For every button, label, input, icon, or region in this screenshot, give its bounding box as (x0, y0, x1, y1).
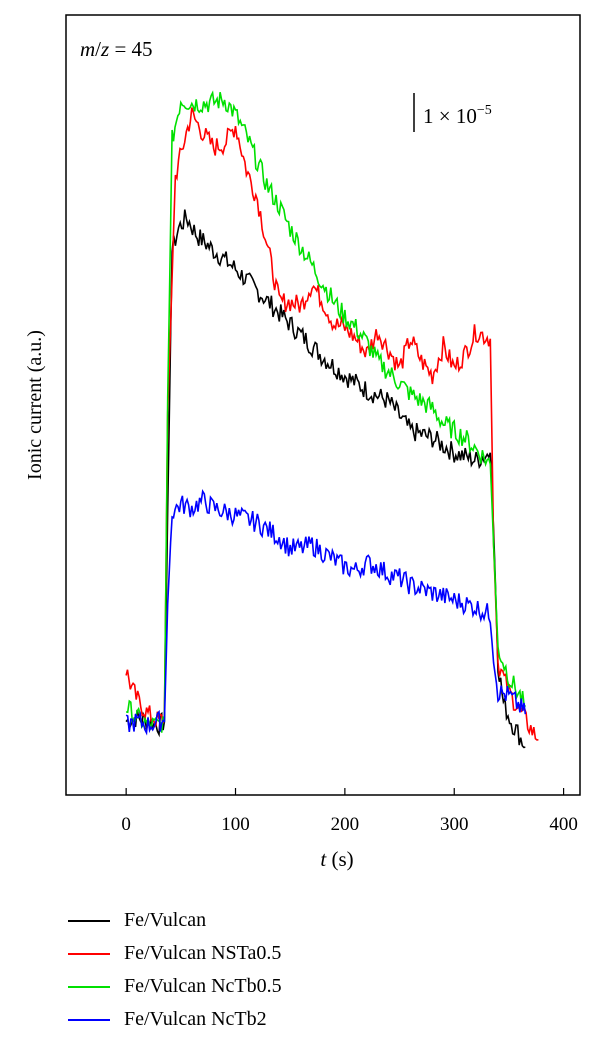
legend-swatch-green (68, 985, 110, 988)
x-tick-label: 100 (221, 814, 250, 835)
series-line-1 (125, 209, 526, 749)
chart: 0 100 200 300 400 m/z = 45 1 × 10−5 t (s) Io… (24, 14, 581, 871)
legend-swatch-black (68, 919, 110, 922)
annotation-mz: m/z = 45 (80, 37, 153, 61)
legend: Fe/Vulcan Fe/Vulcan NSTa0.5 Fe/Vulcan Nc… (68, 904, 282, 1036)
legend-label: Fe/Vulcan (124, 909, 207, 931)
plot-frame (65, 14, 581, 796)
legend-item: Fe/Vulcan NSTa0.5 (68, 937, 282, 970)
legend-label: Fe/Vulcan NcTb2 (124, 1008, 267, 1030)
legend-item: Fe/Vulcan NcTb2 (68, 1003, 282, 1036)
legend-swatch-red (68, 952, 110, 955)
series-line-2 (125, 107, 539, 741)
x-tick-label: 400 (549, 814, 578, 835)
legend-swatch-blue (68, 1018, 110, 1021)
x-tick-label: 200 (331, 814, 360, 835)
x-tick-label: 300 (440, 814, 469, 835)
x-axis-label: t (s) (320, 847, 353, 871)
scale-bar-label: 1 × 10−5 (423, 103, 492, 128)
x-tick-label: 0 (121, 814, 131, 835)
series-line-4 (125, 489, 527, 736)
series-line-3 (125, 90, 526, 733)
legend-label: Fe/Vulcan NSTa0.5 (124, 942, 282, 964)
legend-item: Fe/Vulcan (68, 904, 282, 937)
series-layer (125, 90, 539, 749)
legend-label: Fe/Vulcan NcTb0.5 (124, 975, 282, 997)
legend-item: Fe/Vulcan NcTb0.5 (68, 970, 282, 1003)
x-ticks: 0 100 200 300 400 (121, 788, 578, 835)
y-axis-label: Ionic current (a.u.) (24, 330, 46, 480)
